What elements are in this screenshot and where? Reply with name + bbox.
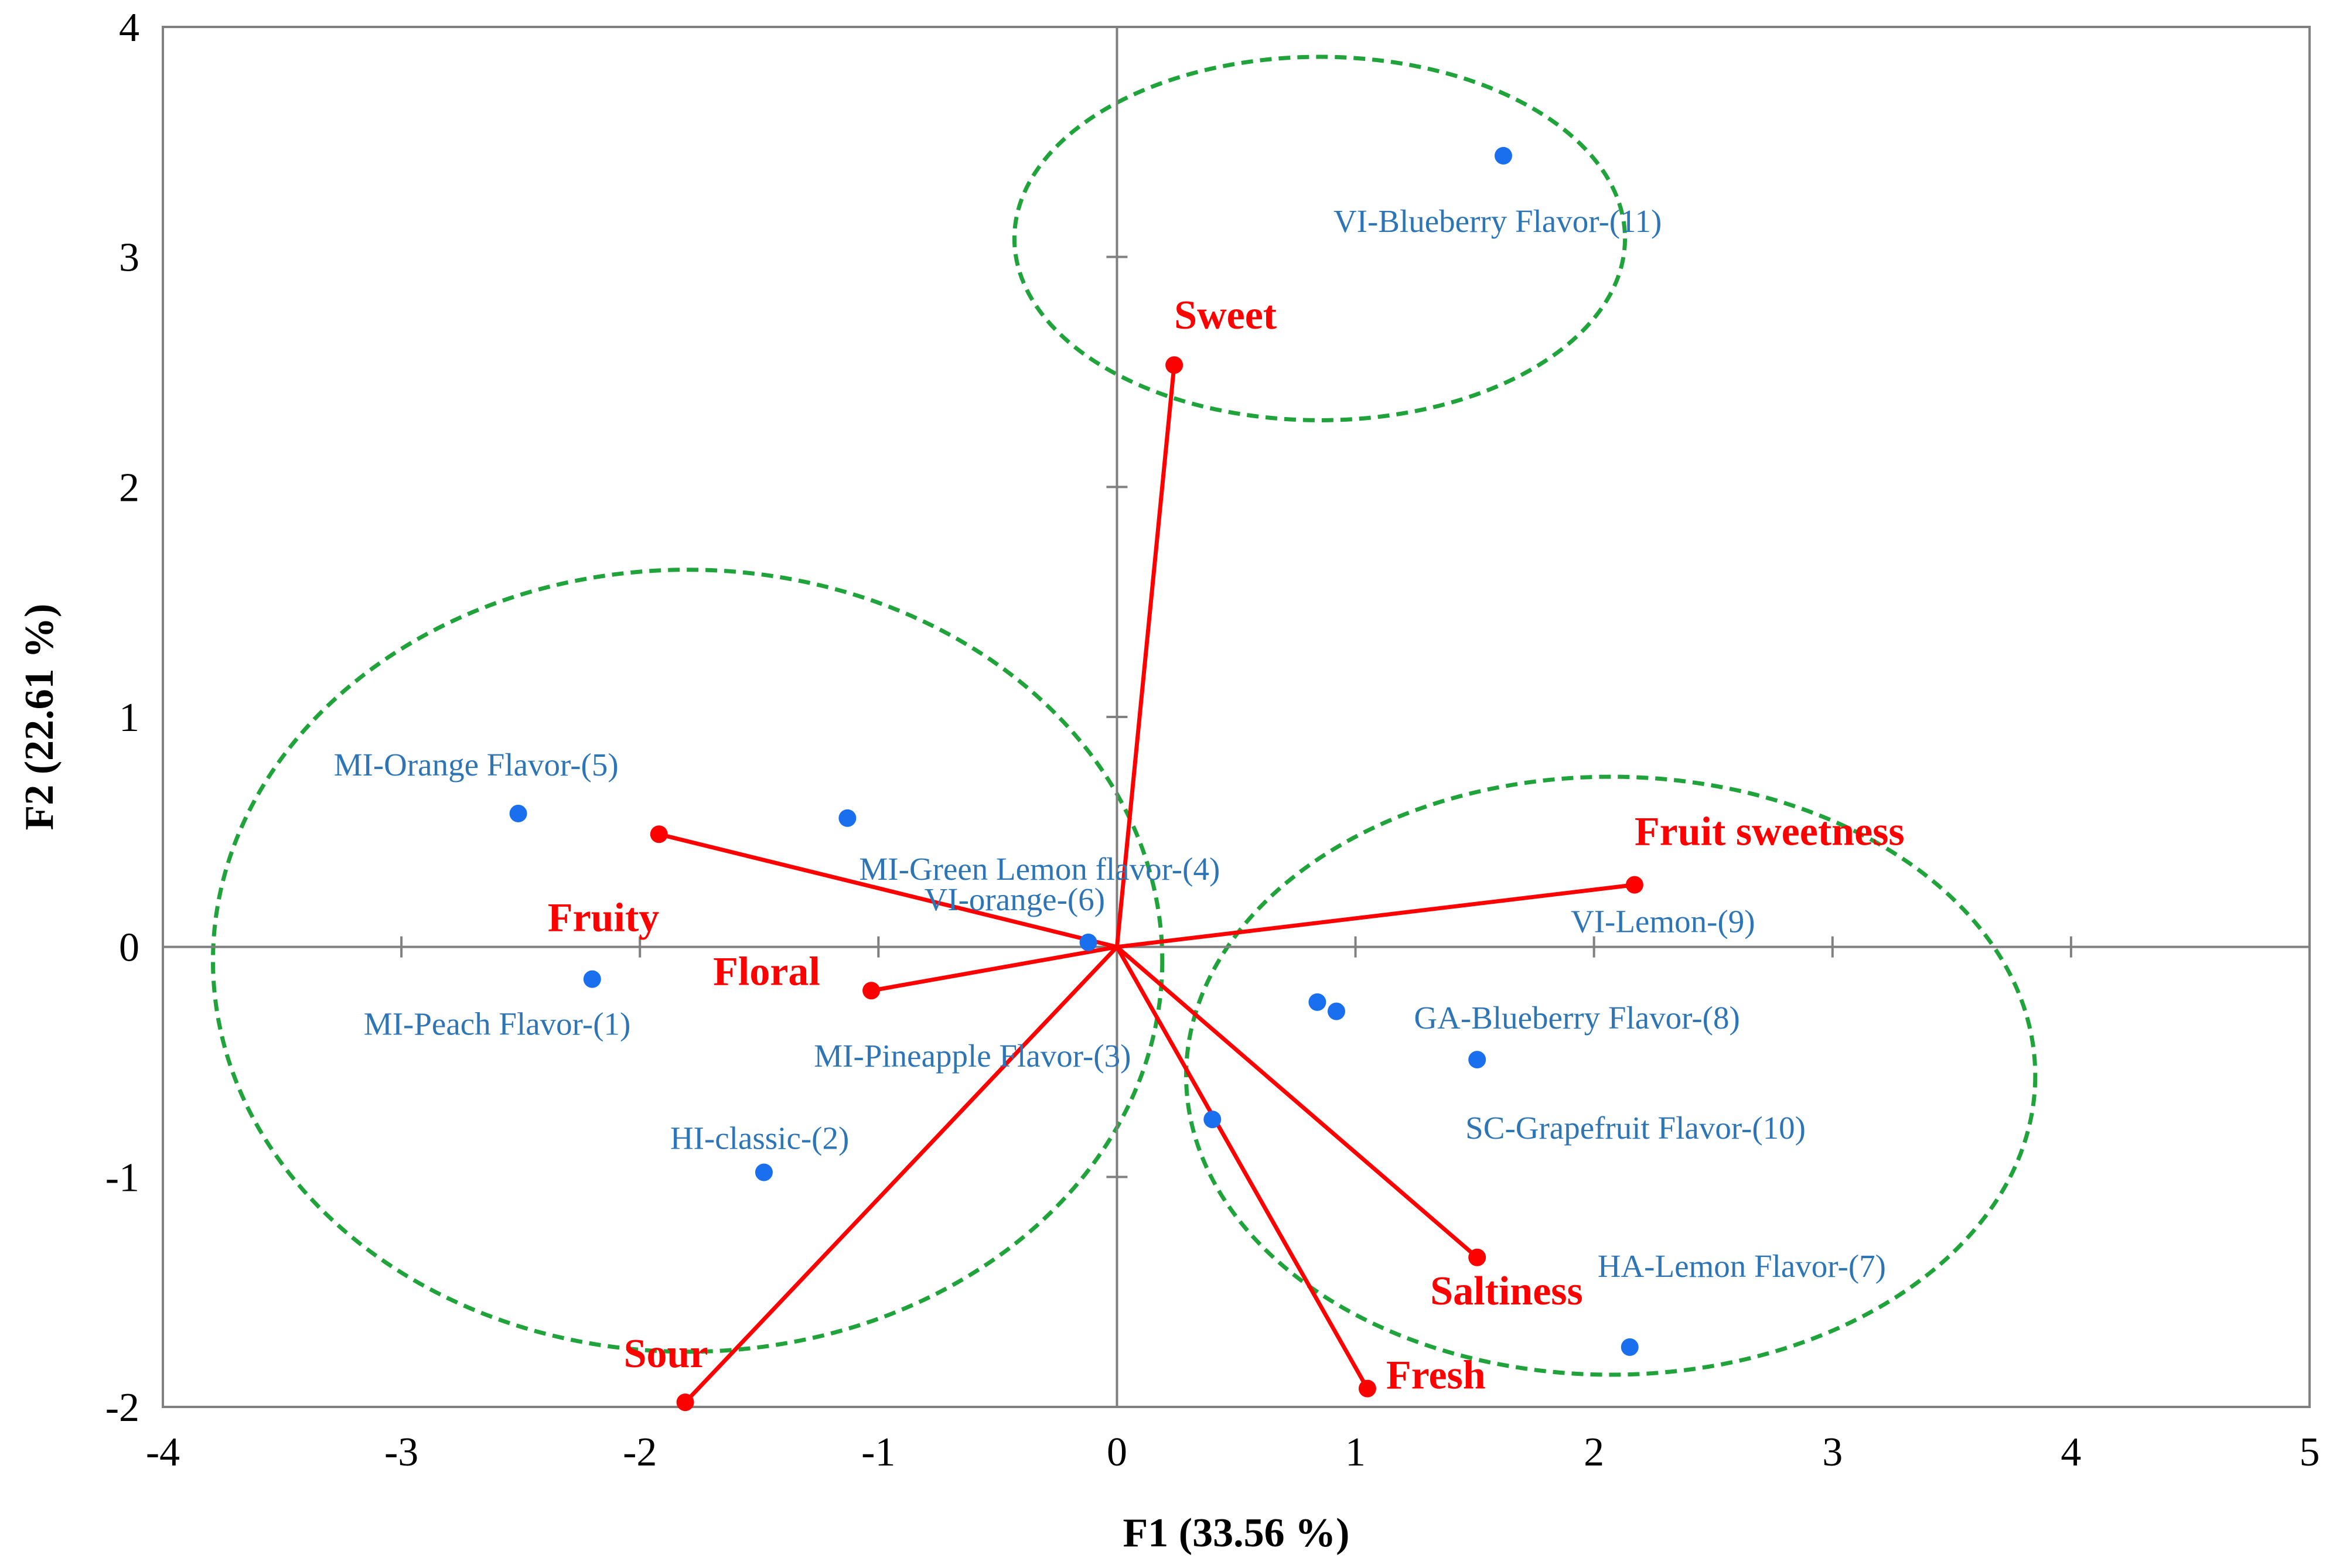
point-label-ga-blueberry-flavor-8: GA-Blueberry Flavor-(8) — [1414, 1000, 1739, 1036]
point-ga-blueberry-flavor-8 — [1308, 993, 1326, 1011]
y-axis-title: F2 (22.61 %) — [17, 604, 62, 831]
point-vi-blueberry-flavor-11 — [1494, 146, 1512, 165]
x-tick-label: -2 — [623, 1430, 657, 1475]
y-tick-label: 3 — [119, 235, 139, 281]
plot-area — [162, 26, 2311, 1408]
vector-point-sweet — [1165, 356, 1183, 374]
variable-label-fruity: Fruity — [548, 895, 660, 940]
variable-vectors: Sweet Fruit sweetness Fruity Floral Sour Salt… — [548, 293, 1905, 1412]
y-axis-ticks: -2 -1 0 1 2 3 4 — [105, 5, 139, 1430]
x-tick-label: -1 — [861, 1430, 895, 1475]
vector-point-saltiness — [1468, 1248, 1486, 1266]
x-tick-label: 4 — [2061, 1430, 2081, 1475]
point-mi-pineapple-flavor-3 — [1203, 1111, 1222, 1129]
vector-point-floral — [862, 982, 881, 1000]
observation-points: MI-Peach Flavor-(1) HI-classic-(2) MI-Pine… — [334, 146, 1886, 1356]
vector-point-sour — [676, 1393, 694, 1412]
point-label-mi-peach-flavor-1: MI-Peach Flavor-(1) — [364, 1006, 631, 1042]
y-tick-label: 1 — [119, 695, 139, 740]
zero-axes — [162, 26, 2311, 1408]
vector-floral — [871, 945, 1118, 993]
x-tick-label: 3 — [1822, 1430, 1843, 1475]
vector-saltiness — [1116, 945, 1479, 1259]
x-tick-label: 2 — [1584, 1430, 1604, 1475]
variable-label-saltiness: Saltiness — [1430, 1269, 1583, 1314]
point-label-mi-pineapple-flavor-3: MI-Pineapple Flavor-(3) — [814, 1038, 1131, 1074]
vector-point-fruity — [650, 825, 668, 843]
point-label-hi-classic-2: HI-classic-(2) — [670, 1120, 849, 1156]
variable-label-sweet: Sweet — [1174, 293, 1277, 338]
y-tick-label: 0 — [119, 925, 139, 971]
point-hi-classic-2 — [755, 1163, 773, 1181]
x-tick-label: -3 — [384, 1430, 418, 1475]
variable-label-fruit-sweetness: Fruit sweetness — [1635, 809, 1905, 855]
point-label-vi-blueberry-flavor-11: VI-Blueberry Flavor-(11) — [1333, 203, 1662, 239]
group-ellipse-1 — [1012, 54, 1628, 422]
point-vi-lemon-9 — [1327, 1002, 1345, 1020]
variable-label-sour: Sour — [624, 1331, 708, 1376]
point-vi-orange-6 — [1079, 933, 1097, 951]
point-ha-lemon-flavor-7 — [1621, 1338, 1639, 1356]
vector-sour — [684, 945, 1118, 1404]
point-mi-green-lemon-flavor-4 — [838, 809, 857, 827]
point-sc-grapefruit-flavor-10 — [1468, 1051, 1486, 1069]
group-ellipse-2 — [210, 568, 1165, 1354]
vector-point-fresh — [1358, 1379, 1376, 1398]
vector-fruit-sweetness — [1117, 883, 1635, 949]
x-tick-label: 1 — [1345, 1430, 1366, 1475]
point-label-vi-lemon-9: VI-Lemon-(9) — [1571, 904, 1755, 940]
y-tick-label: -2 — [105, 1385, 139, 1430]
group-ellipse-3 — [1184, 774, 2038, 1377]
x-tick-label: -4 — [146, 1430, 180, 1475]
point-mi-orange-flavor-5 — [509, 804, 527, 822]
point-label-mi-orange-flavor-5: MI-Orange Flavor-(5) — [334, 747, 619, 783]
point-mi-peach-flavor-1 — [583, 970, 601, 988]
variable-label-floral: Floral — [713, 949, 820, 994]
x-axis-ticks: -4 -3 -2 -1 0 1 2 3 4 5 — [146, 1430, 2320, 1475]
y-tick-label: 2 — [119, 465, 139, 510]
point-label-vi-orange-6: VI-orange-(6) — [925, 882, 1105, 917]
variable-label-fresh: Fresh — [1386, 1353, 1486, 1398]
y-tick-label: 4 — [119, 5, 139, 50]
y-tick-label: -1 — [105, 1155, 139, 1200]
point-label-sc-grapefruit-flavor-10: SC-Grapefruit Flavor-(10) — [1465, 1110, 1806, 1146]
x-tick-label: 5 — [2300, 1430, 2320, 1475]
x-axis-title: F1 (33.56 %) — [1123, 1511, 1350, 1556]
group-ellipses — [210, 54, 2038, 1377]
vector-sweet — [1114, 364, 1176, 948]
x-tick-label: 0 — [1107, 1430, 1127, 1475]
vector-fruity — [658, 832, 1118, 949]
vector-point-fruit-sweetness — [1625, 876, 1643, 894]
point-label-mi-green-lemon-flavor-4: MI-Green Lemon flavor-(4) — [859, 851, 1220, 887]
vector-fresh — [1115, 945, 1369, 1390]
point-label-ha-lemon-flavor-7: HA-Lemon Flavor-(7) — [1598, 1248, 1886, 1284]
